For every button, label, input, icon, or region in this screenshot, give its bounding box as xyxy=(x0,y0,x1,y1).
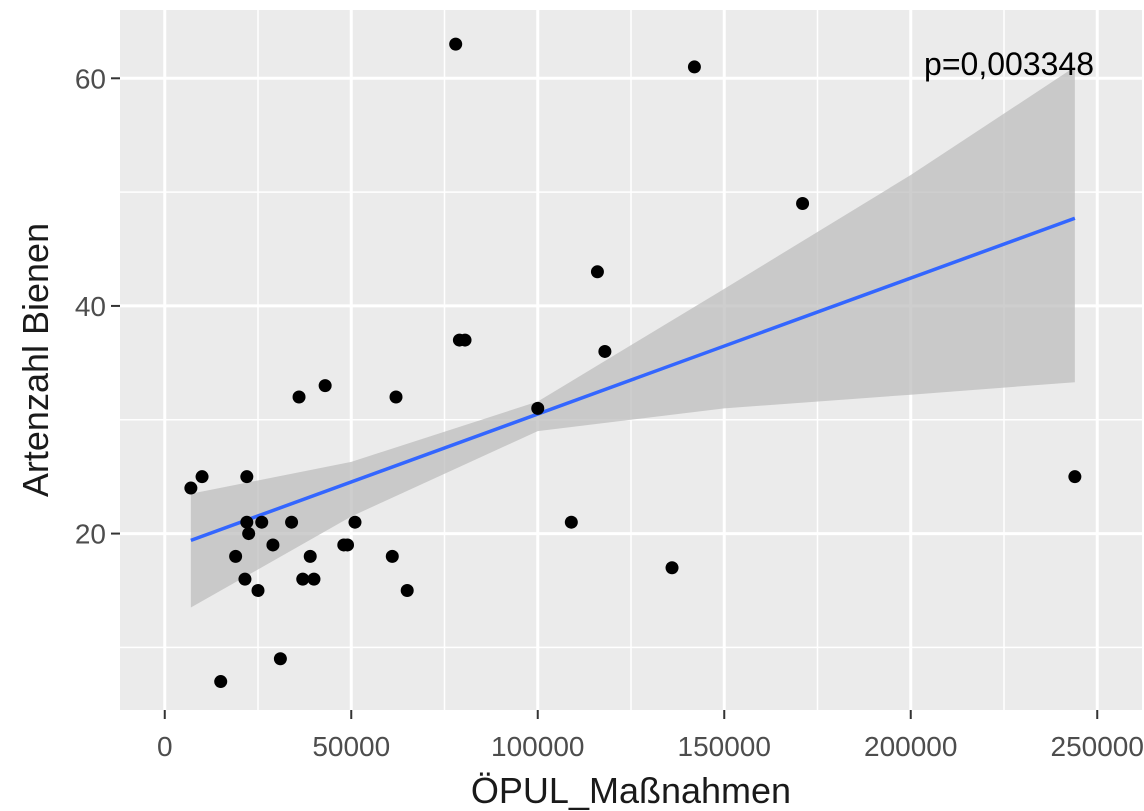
data-point xyxy=(240,470,254,484)
data-point xyxy=(266,538,280,552)
data-point xyxy=(564,515,578,529)
data-point xyxy=(273,652,287,666)
data-point xyxy=(307,572,321,586)
data-point xyxy=(1068,470,1082,484)
data-point xyxy=(195,470,209,484)
y-tick-label: 40 xyxy=(75,291,106,322)
data-point xyxy=(348,515,362,529)
x-tick-label: 50000 xyxy=(312,731,390,762)
data-point xyxy=(240,515,254,529)
x-axis-ticks: 0 50000 100000 150000 200000 250000 xyxy=(157,710,1144,762)
data-point xyxy=(214,675,228,689)
data-point xyxy=(238,572,252,586)
y-axis-ticks: 20 40 60 xyxy=(75,63,120,550)
data-point xyxy=(531,401,545,415)
data-point xyxy=(184,481,198,495)
major-gridlines xyxy=(120,10,1142,710)
data-point xyxy=(796,196,810,210)
data-point xyxy=(687,60,701,74)
data-point xyxy=(255,515,269,529)
regression-line xyxy=(190,216,1076,543)
data-point xyxy=(385,549,399,563)
data-point xyxy=(341,538,355,552)
x-tick-label: 0 xyxy=(157,731,173,762)
y-tick-label: 60 xyxy=(75,63,106,94)
data-point xyxy=(229,549,243,563)
data-point xyxy=(303,549,317,563)
data-point xyxy=(318,379,332,393)
data-point xyxy=(458,333,472,347)
x-tick-label: 250000 xyxy=(1051,731,1144,762)
p-value-annotation: p=0,003348 xyxy=(924,46,1094,82)
x-axis-title: ÖPUL_Maßnahmen xyxy=(471,770,791,811)
data-points xyxy=(184,37,1082,689)
y-axis-title: Artenzahl Bienen xyxy=(15,223,56,497)
data-point xyxy=(665,561,679,575)
data-point xyxy=(251,583,265,597)
data-point xyxy=(296,572,310,586)
x-tick-label: 150000 xyxy=(678,731,771,762)
confidence-band xyxy=(190,66,1075,608)
data-point xyxy=(400,583,414,597)
x-tick-label: 100000 xyxy=(491,731,584,762)
x-tick-label: 200000 xyxy=(864,731,957,762)
y-tick-label: 20 xyxy=(75,519,106,550)
data-point xyxy=(590,265,604,279)
data-point xyxy=(449,37,463,51)
data-point xyxy=(292,390,306,404)
data-point xyxy=(598,344,612,358)
data-point xyxy=(389,390,403,404)
data-point xyxy=(242,527,256,541)
data-point xyxy=(285,515,299,529)
